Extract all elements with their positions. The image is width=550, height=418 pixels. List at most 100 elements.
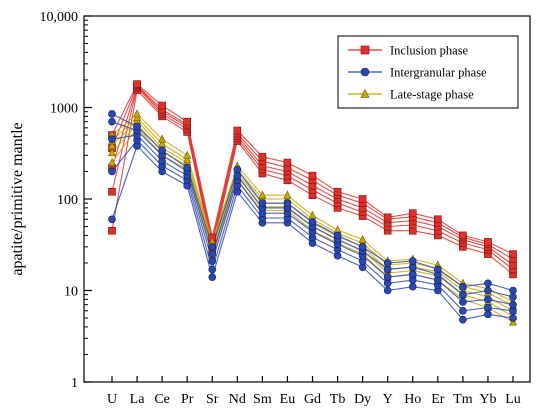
data-point-2 <box>108 110 116 118</box>
data-point-1 <box>459 231 467 240</box>
series-line-3 <box>111 113 514 303</box>
data-point-2 <box>484 279 492 288</box>
data-point-1 <box>484 238 492 246</box>
legend-marker <box>360 45 370 55</box>
x-tick-label: Gd <box>304 392 321 407</box>
x-tick-label: Dy <box>354 392 371 407</box>
data-point-3 <box>108 148 116 157</box>
data-point-3 <box>358 234 367 243</box>
data-point-2 <box>509 286 517 295</box>
series-line-2 <box>111 113 514 292</box>
data-point-2 <box>484 295 492 304</box>
y-tick-label: 10 <box>64 285 78 300</box>
data-point-1 <box>434 215 442 224</box>
data-point-2 <box>484 310 492 319</box>
data-point-2 <box>383 273 392 281</box>
y-tick-label: 1 <box>71 376 78 391</box>
data-point-3 <box>283 190 292 199</box>
y-tick-label: 1000 <box>50 102 78 117</box>
x-axis: U La Ce Pr Sr Nd Sm Eu Gd Tb Dy Y Ho Er Tm Yb Lu <box>107 376 521 407</box>
data-point-2 <box>484 286 492 295</box>
legend-entry: Inclusion phase <box>390 44 469 58</box>
data-point-1 <box>158 101 166 110</box>
data-point-1 <box>333 187 342 196</box>
plot-markers-layer <box>108 80 517 326</box>
x-tick-label: Sm <box>253 392 272 407</box>
data-point-1 <box>509 250 517 258</box>
data-point-2 <box>258 199 267 207</box>
legend-entry: Late-stage phase <box>390 88 474 102</box>
data-point-1 <box>408 209 417 217</box>
data-point-2 <box>358 243 367 251</box>
legend-marker <box>360 88 370 98</box>
data-point-1 <box>233 126 242 135</box>
data-point-2 <box>434 265 442 274</box>
x-tick-label: Yb <box>479 392 496 407</box>
x-tick-label: Sr <box>206 392 219 407</box>
y-tick-label: 10,000 <box>40 10 79 25</box>
data-point-2 <box>509 314 517 322</box>
data-point-1 <box>383 213 392 222</box>
data-point-2 <box>408 257 417 265</box>
data-point-2 <box>108 117 116 126</box>
data-point-1 <box>108 187 116 196</box>
x-tick-label: Pr <box>181 392 194 407</box>
data-point-1 <box>258 152 267 161</box>
data-point-2 <box>408 282 417 291</box>
data-point-1 <box>283 158 292 167</box>
series-line-2 <box>111 121 514 298</box>
y-axis: 1 10 100 1000 10,000 <box>40 10 92 391</box>
legend: Inclusion phase Intergranular phase Late-s… <box>337 35 519 109</box>
data-point-1 <box>308 171 317 180</box>
data-point-1 <box>183 117 191 126</box>
data-point-3 <box>108 157 116 166</box>
data-point-2 <box>383 286 392 295</box>
plot-lines-layer <box>111 83 514 323</box>
x-tick-label: U <box>107 392 117 407</box>
data-point-2 <box>459 298 467 306</box>
x-tick-label: Lu <box>505 392 521 407</box>
data-point-2 <box>408 270 417 279</box>
data-point-2 <box>459 315 467 324</box>
data-point-3 <box>308 210 317 219</box>
x-tick-label: Tm <box>453 392 473 407</box>
data-point-2 <box>133 122 141 131</box>
data-point-1 <box>108 226 116 235</box>
data-point-2 <box>208 265 217 274</box>
data-point-2 <box>283 199 292 207</box>
data-point-2 <box>509 293 517 301</box>
data-point-2 <box>208 250 217 258</box>
data-point-2 <box>333 231 342 240</box>
x-tick-label: Tb <box>330 392 346 407</box>
data-point-2 <box>208 243 217 251</box>
data-point-2 <box>308 218 317 226</box>
data-point-3 <box>133 109 142 118</box>
x-tick-label: Er <box>431 392 445 407</box>
data-point-2 <box>233 165 242 174</box>
x-tick-label: Ce <box>154 392 170 407</box>
y-tick-label: 100 <box>57 193 78 208</box>
data-point-1 <box>358 195 367 203</box>
data-point-2 <box>383 259 392 267</box>
data-point-3 <box>158 134 167 143</box>
data-point-2 <box>108 135 116 144</box>
data-point-2 <box>208 273 217 281</box>
x-tick-label: Ho <box>404 392 421 407</box>
x-tick-label: Eu <box>280 392 296 407</box>
x-tick-label: Nd <box>229 392 246 407</box>
data-point-2 <box>183 163 191 172</box>
data-point-1 <box>133 80 141 88</box>
data-point-2 <box>383 265 392 274</box>
legend-marker <box>360 67 370 77</box>
data-point-3 <box>108 141 116 150</box>
data-point-2 <box>108 215 116 224</box>
data-point-3 <box>258 190 267 199</box>
data-point-2 <box>509 300 517 309</box>
data-point-2 <box>459 306 467 315</box>
data-point-3 <box>183 150 192 159</box>
legend-entry: Intergranular phase <box>390 66 487 80</box>
data-point-2 <box>484 303 492 312</box>
y-axis-label: apatite/primitive mantle <box>9 122 26 275</box>
